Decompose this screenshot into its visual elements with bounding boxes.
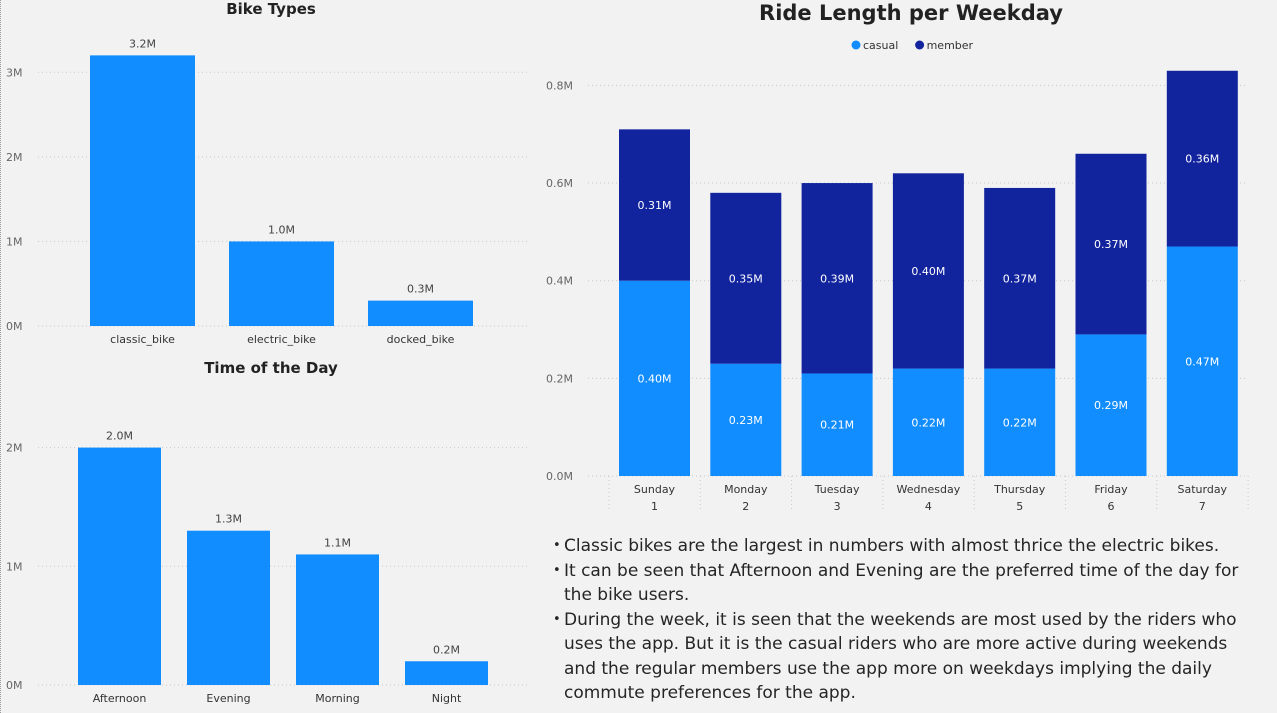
category-label: Friday <box>1094 483 1128 496</box>
category-label: Monday <box>724 483 768 496</box>
y-tick-label: 0.0M <box>546 470 573 483</box>
data-label: 0.47M <box>1185 355 1219 368</box>
bar <box>78 447 161 685</box>
data-label: 0.3M <box>407 283 434 296</box>
bar-segment <box>1075 153 1147 335</box>
bar-segment <box>984 368 1056 476</box>
data-label: 0.35M <box>729 272 763 285</box>
bar-segment <box>710 363 782 476</box>
bar <box>368 300 473 326</box>
category-label: Sunday <box>634 483 676 496</box>
category-label: Thursday <box>993 483 1046 496</box>
category-sublabel: 5 <box>1016 500 1023 513</box>
bar-segment <box>619 129 690 281</box>
bar-segment <box>710 192 782 364</box>
bar <box>187 530 270 685</box>
y-tick-label: 0.8M <box>546 79 573 92</box>
data-label: 1.0M <box>268 223 295 236</box>
bar-segment <box>1166 70 1238 247</box>
category-label: Night <box>432 692 462 705</box>
chart-title: Time of the Day <box>204 359 338 377</box>
category-label: docked_bike <box>387 333 455 346</box>
data-label: 0.37M <box>1094 238 1128 251</box>
data-label: 0.39M <box>820 272 854 285</box>
category-label: electric_bike <box>247 333 316 346</box>
category-sublabel: 7 <box>1199 500 1206 513</box>
data-label: 1.3M <box>215 513 242 526</box>
data-label: 0.22M <box>911 416 945 429</box>
data-label: 0.29M <box>1094 399 1128 412</box>
bar <box>229 241 334 326</box>
bar <box>296 554 379 685</box>
bar-segment <box>1075 334 1147 476</box>
legend-marker <box>915 40 925 50</box>
y-tick-label: 2M <box>6 151 23 164</box>
chart-title: Ride Length per Weekday <box>759 1 1063 25</box>
insight-item: Classic bikes are the largest in numbers… <box>553 534 1253 559</box>
legend-label: casual <box>863 39 898 52</box>
data-label: 3.2M <box>129 37 156 50</box>
bar-segment <box>1166 246 1238 476</box>
y-tick-label: 1M <box>6 235 23 248</box>
y-tick-label: 0M <box>6 320 23 333</box>
data-label: 2.0M <box>106 430 133 443</box>
category-label: Morning <box>315 692 360 705</box>
category-label: classic_bike <box>110 333 175 346</box>
category-sublabel: 6 <box>1108 500 1115 513</box>
category-sublabel: 1 <box>651 500 658 513</box>
category-label: Tuesday <box>814 483 860 496</box>
data-label: 0.22M <box>1003 416 1037 429</box>
insight-item: It can be seen that Afternoon and Evenin… <box>553 559 1253 608</box>
data-label: 0.21M <box>820 419 854 432</box>
data-label: 1.1M <box>324 536 351 549</box>
y-tick-label: 0.4M <box>546 275 573 288</box>
category-label: Evening <box>206 692 250 705</box>
chart-title: Bike Types <box>226 0 316 18</box>
bar-segment <box>801 183 873 374</box>
insight-item: During the week, it is seen that the wee… <box>553 608 1253 706</box>
legend-label: member <box>927 39 974 52</box>
y-tick-label: 0.2M <box>546 372 573 385</box>
category-sublabel: 3 <box>834 500 841 513</box>
bar <box>90 55 195 326</box>
data-label: 0.40M <box>911 265 945 278</box>
data-label: 0.36M <box>1185 153 1219 166</box>
category-label: Wednesday <box>897 483 961 496</box>
data-label: 0.40M <box>638 372 672 385</box>
bar-segment <box>984 187 1056 369</box>
y-tick-label: 0.6M <box>546 177 573 190</box>
category-sublabel: 4 <box>925 500 932 513</box>
bar-segment <box>892 368 964 476</box>
insights-list: Classic bikes are the largest in numbers… <box>553 534 1253 706</box>
panel-border <box>0 0 2 713</box>
data-label: 0.31M <box>638 199 672 212</box>
legend-marker <box>851 40 861 50</box>
y-tick-label: 3M <box>6 66 23 79</box>
category-label: Afternoon <box>93 692 147 705</box>
data-label: 0.37M <box>1003 272 1037 285</box>
y-tick-label: 2M <box>6 442 23 455</box>
data-label: 0.2M <box>433 643 460 656</box>
y-tick-label: 1M <box>6 560 23 573</box>
bar-segment <box>619 280 690 476</box>
data-label: 0.23M <box>729 414 763 427</box>
category-label: Saturday <box>1178 483 1228 496</box>
bar-segment <box>892 173 964 369</box>
bar-segment <box>801 373 873 476</box>
y-tick-label: 0M <box>6 679 23 692</box>
bar <box>405 661 488 685</box>
category-sublabel: 2 <box>742 500 749 513</box>
